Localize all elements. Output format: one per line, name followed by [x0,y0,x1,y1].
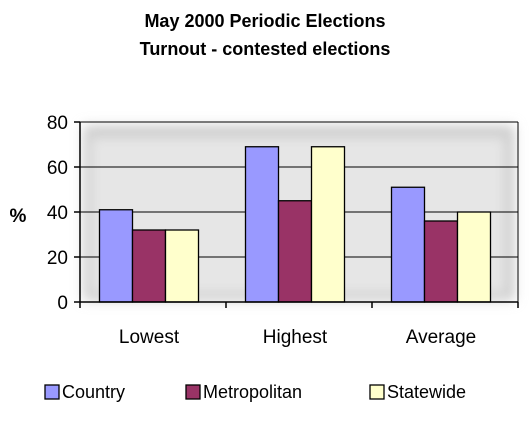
x-tick-labels: Lowest Highest Average [119,327,476,348]
legend-swatch [369,384,385,400]
legend-label: Country [62,382,125,402]
legend-item-metropolitan: Metropolitan [185,382,302,402]
chart-title-line-1: May 2000 Periodic Elections [144,11,385,31]
x-tick-label: Average [406,327,476,348]
bar-metropolitan-average [423,220,459,303]
legend: Country Metropolitan Statewide [44,382,466,402]
y-tick-label: 40 [47,203,68,224]
y-tick-labels: 0 20 40 60 80 [47,113,68,314]
chart-title: May 2000 Periodic Elections Turnout - co… [140,11,391,59]
bar-country-average [390,186,426,303]
bar-metropolitan-lowest [131,229,167,303]
bar-metropolitan-highest [277,200,313,303]
bar-statewide-average [456,211,492,303]
legend-label: Statewide [387,382,466,402]
bar-country-highest [244,146,280,303]
x-tick-label: Highest [263,327,328,348]
y-tick-label: 80 [47,113,68,134]
y-tick-label: 20 [47,248,68,269]
legend-item-country: Country [44,382,125,402]
bar-country-lowest [98,209,134,303]
bar-statewide-lowest [164,229,200,303]
y-tick-label: 0 [57,293,68,314]
legend-label: Metropolitan [203,382,302,402]
y-axis-label: % [10,206,27,227]
x-tick-label: Lowest [119,327,180,348]
y-tick-label: 60 [47,158,68,179]
legend-swatch [44,384,60,400]
legend-swatch [185,384,201,400]
legend-item-statewide: Statewide [369,382,466,402]
chart-title-line-2: Turnout - contested elections [140,39,391,59]
bars [98,146,492,303]
bar-statewide-highest [310,146,346,303]
axes [74,121,519,308]
